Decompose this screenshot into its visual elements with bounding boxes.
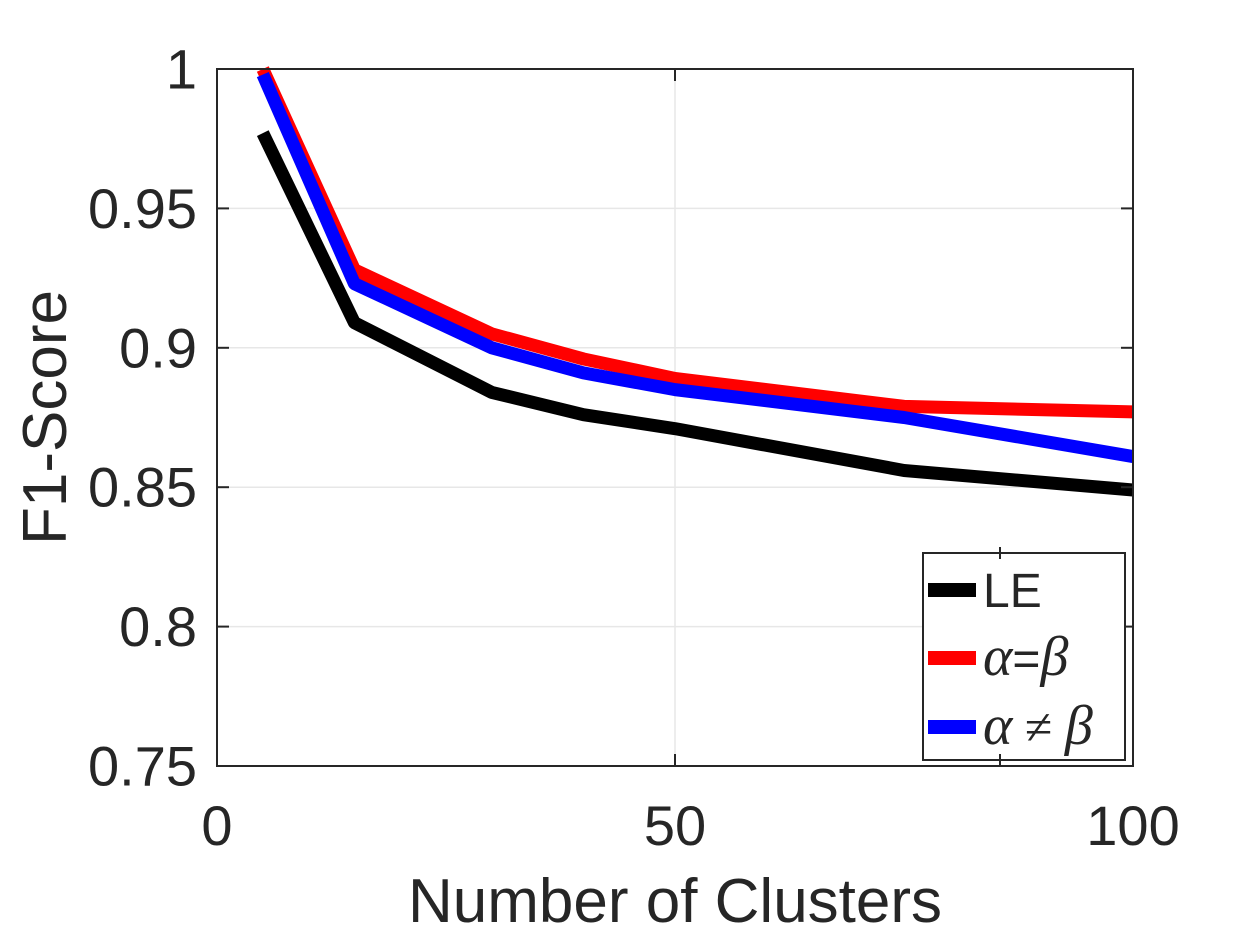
legend-label-run: LE [983,565,1042,618]
y-tick-label-0.9: 0.9 [119,316,197,379]
legend-label-LE: LE [983,565,1042,618]
x-axis-label: Number of Clusters [408,867,942,936]
legend-label-run: α [983,626,1014,688]
legend-label-run: β [1064,695,1093,757]
y-tick-label-0.85: 0.85 [88,456,197,519]
y-tick-label-0.8: 0.8 [119,595,197,658]
x-tick-label-100: 100 [1086,794,1179,857]
series-line-LE [256,130,1134,497]
y-tick-label-0.95: 0.95 [88,177,197,240]
x-tick-label-0: 0 [201,794,232,857]
legend-label-run: ≠ [1012,699,1064,755]
x-tick-label-50: 50 [644,794,706,857]
y-tick-label-0.75: 0.75 [88,735,197,798]
legend-label-alpha-notequal-beta: α ≠ β [983,695,1093,757]
legend-label-run: β [1039,626,1068,688]
legend-label-alpha-equal-beta: α=β [983,626,1068,688]
series-line-alpha-notequal-beta [256,71,1135,463]
y-tick-label-1: 1 [166,38,197,101]
legend-label-run: α [983,695,1014,757]
legend-label-run: = [1012,633,1040,686]
y-axis-label: F1-Score [11,290,80,545]
